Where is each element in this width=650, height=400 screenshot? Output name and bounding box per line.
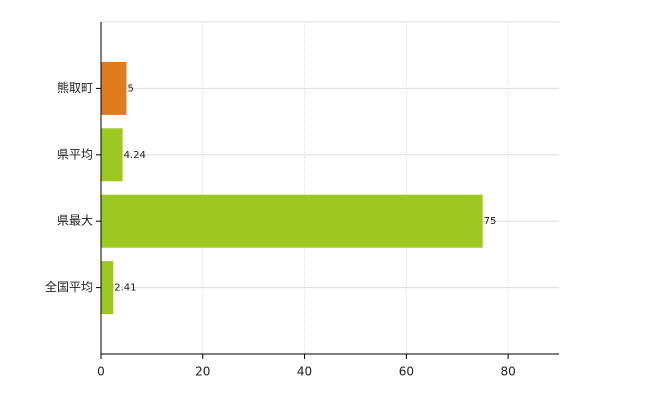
value-label: 5 [127, 83, 133, 94]
value-label: 4.24 [124, 150, 146, 161]
bar [101, 261, 114, 315]
bar [101, 194, 483, 248]
y-tick-label: 熊取町 [57, 80, 93, 95]
y-tick-label: 全国平均 [45, 279, 93, 294]
value-label: 2.41 [114, 283, 136, 294]
bar [101, 61, 127, 115]
y-tick-label: 県最大 [57, 214, 93, 228]
y-tick-label: 県平均 [57, 147, 93, 161]
value-label: 75 [484, 216, 497, 227]
x-tick-label: 0 [97, 365, 105, 379]
bar [101, 128, 123, 182]
x-tick-label: 60 [399, 365, 414, 379]
x-tick-label: 40 [297, 365, 312, 379]
x-tick-label: 20 [195, 365, 210, 379]
x-tick-label: 80 [500, 365, 515, 379]
